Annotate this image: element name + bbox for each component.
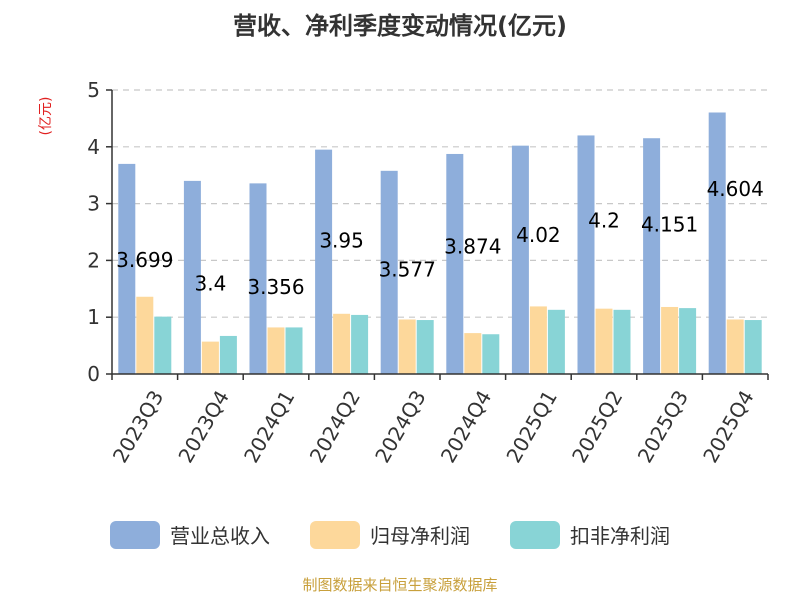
bar-deducted-profit xyxy=(416,320,434,374)
bar-revenue xyxy=(183,180,201,374)
bar-net-profit xyxy=(464,333,482,374)
axes xyxy=(106,89,769,380)
bar-revenue xyxy=(446,153,464,374)
data-label: 3.577 xyxy=(379,258,436,282)
legend-swatch xyxy=(310,521,360,549)
x-tick-label: 2024Q4 xyxy=(436,386,496,467)
data-label: 3.699 xyxy=(116,248,173,272)
x-tick-label: 2024Q1 xyxy=(239,386,299,467)
bar-net-profit xyxy=(661,306,679,374)
data-label: 4.151 xyxy=(641,213,698,237)
source-note: 制图数据来自恒生聚源数据库 xyxy=(302,576,497,594)
x-tick-label: 2024Q2 xyxy=(305,386,365,467)
x-tick-label: 2023Q4 xyxy=(173,386,233,467)
x-tick-label: 2025Q1 xyxy=(501,386,561,467)
bar-net-profit xyxy=(595,308,613,374)
bar-net-profit xyxy=(529,306,547,374)
legend-swatch xyxy=(110,521,160,549)
bar-revenue xyxy=(511,145,529,374)
bar-net-profit xyxy=(333,313,351,374)
bar-deducted-profit xyxy=(679,308,697,374)
bar-revenue xyxy=(380,170,398,374)
bar-net-profit xyxy=(136,296,154,374)
legend-label: 扣非净利润 xyxy=(570,524,670,548)
bar-net-profit xyxy=(267,327,285,374)
data-labels: 3.699 3.4 3.356 3.95 3.577 3.874 4.02 4.2 4.151 4… xyxy=(116,177,764,299)
data-label: 4.604 xyxy=(707,177,764,201)
y-tick-label: 5 xyxy=(87,78,100,102)
bar-net-profit xyxy=(398,319,416,374)
legend-label: 归母净利润 xyxy=(370,524,470,548)
bar-deducted-profit xyxy=(219,335,237,374)
bar-revenue xyxy=(643,138,661,374)
data-label: 3.874 xyxy=(444,234,501,258)
data-label: 3.95 xyxy=(319,228,364,252)
chart-title: 营收、净利季度变动情况(亿元) xyxy=(233,12,567,40)
y-tick-label: 0 xyxy=(87,362,100,386)
legend-label: 营业总收入 xyxy=(170,524,270,548)
bar-deducted-profit xyxy=(547,309,565,374)
bar-revenue xyxy=(118,163,136,374)
data-label: 3.356 xyxy=(247,275,304,299)
x-tick-label: 2025Q2 xyxy=(567,386,627,467)
bar-revenue xyxy=(315,149,333,374)
bar-revenue xyxy=(249,183,267,374)
legend: 营业总收入 归母净利润 扣非净利润 xyxy=(110,521,670,549)
data-label: 4.2 xyxy=(588,209,620,233)
y-tick-label: 1 xyxy=(87,305,100,329)
bar-deducted-profit xyxy=(482,334,500,374)
x-tick-label: 2024Q3 xyxy=(370,386,430,467)
bars xyxy=(118,112,762,374)
data-label: 3.4 xyxy=(194,272,226,296)
data-label: 4.02 xyxy=(516,223,561,247)
bar-deducted-profit xyxy=(154,316,172,374)
bar-revenue xyxy=(577,135,595,374)
bar-net-profit xyxy=(726,319,744,374)
bar-deducted-profit xyxy=(744,320,762,374)
y-tick-label: 4 xyxy=(87,135,100,159)
legend-swatch xyxy=(510,521,560,549)
x-tick-label: 2023Q3 xyxy=(108,386,168,467)
y-unit-label: (亿元) xyxy=(38,97,54,136)
bar-deducted-profit xyxy=(285,327,303,374)
x-tick-label: 2025Q4 xyxy=(698,386,758,467)
bar-revenue xyxy=(708,112,726,374)
bar-net-profit xyxy=(201,341,219,374)
y-tick-label: 3 xyxy=(87,192,100,216)
y-tick-label: 2 xyxy=(87,248,100,272)
bar-deducted-profit xyxy=(613,309,631,374)
bar-deducted-profit xyxy=(351,314,369,374)
x-tick-label: 2025Q3 xyxy=(633,386,693,467)
